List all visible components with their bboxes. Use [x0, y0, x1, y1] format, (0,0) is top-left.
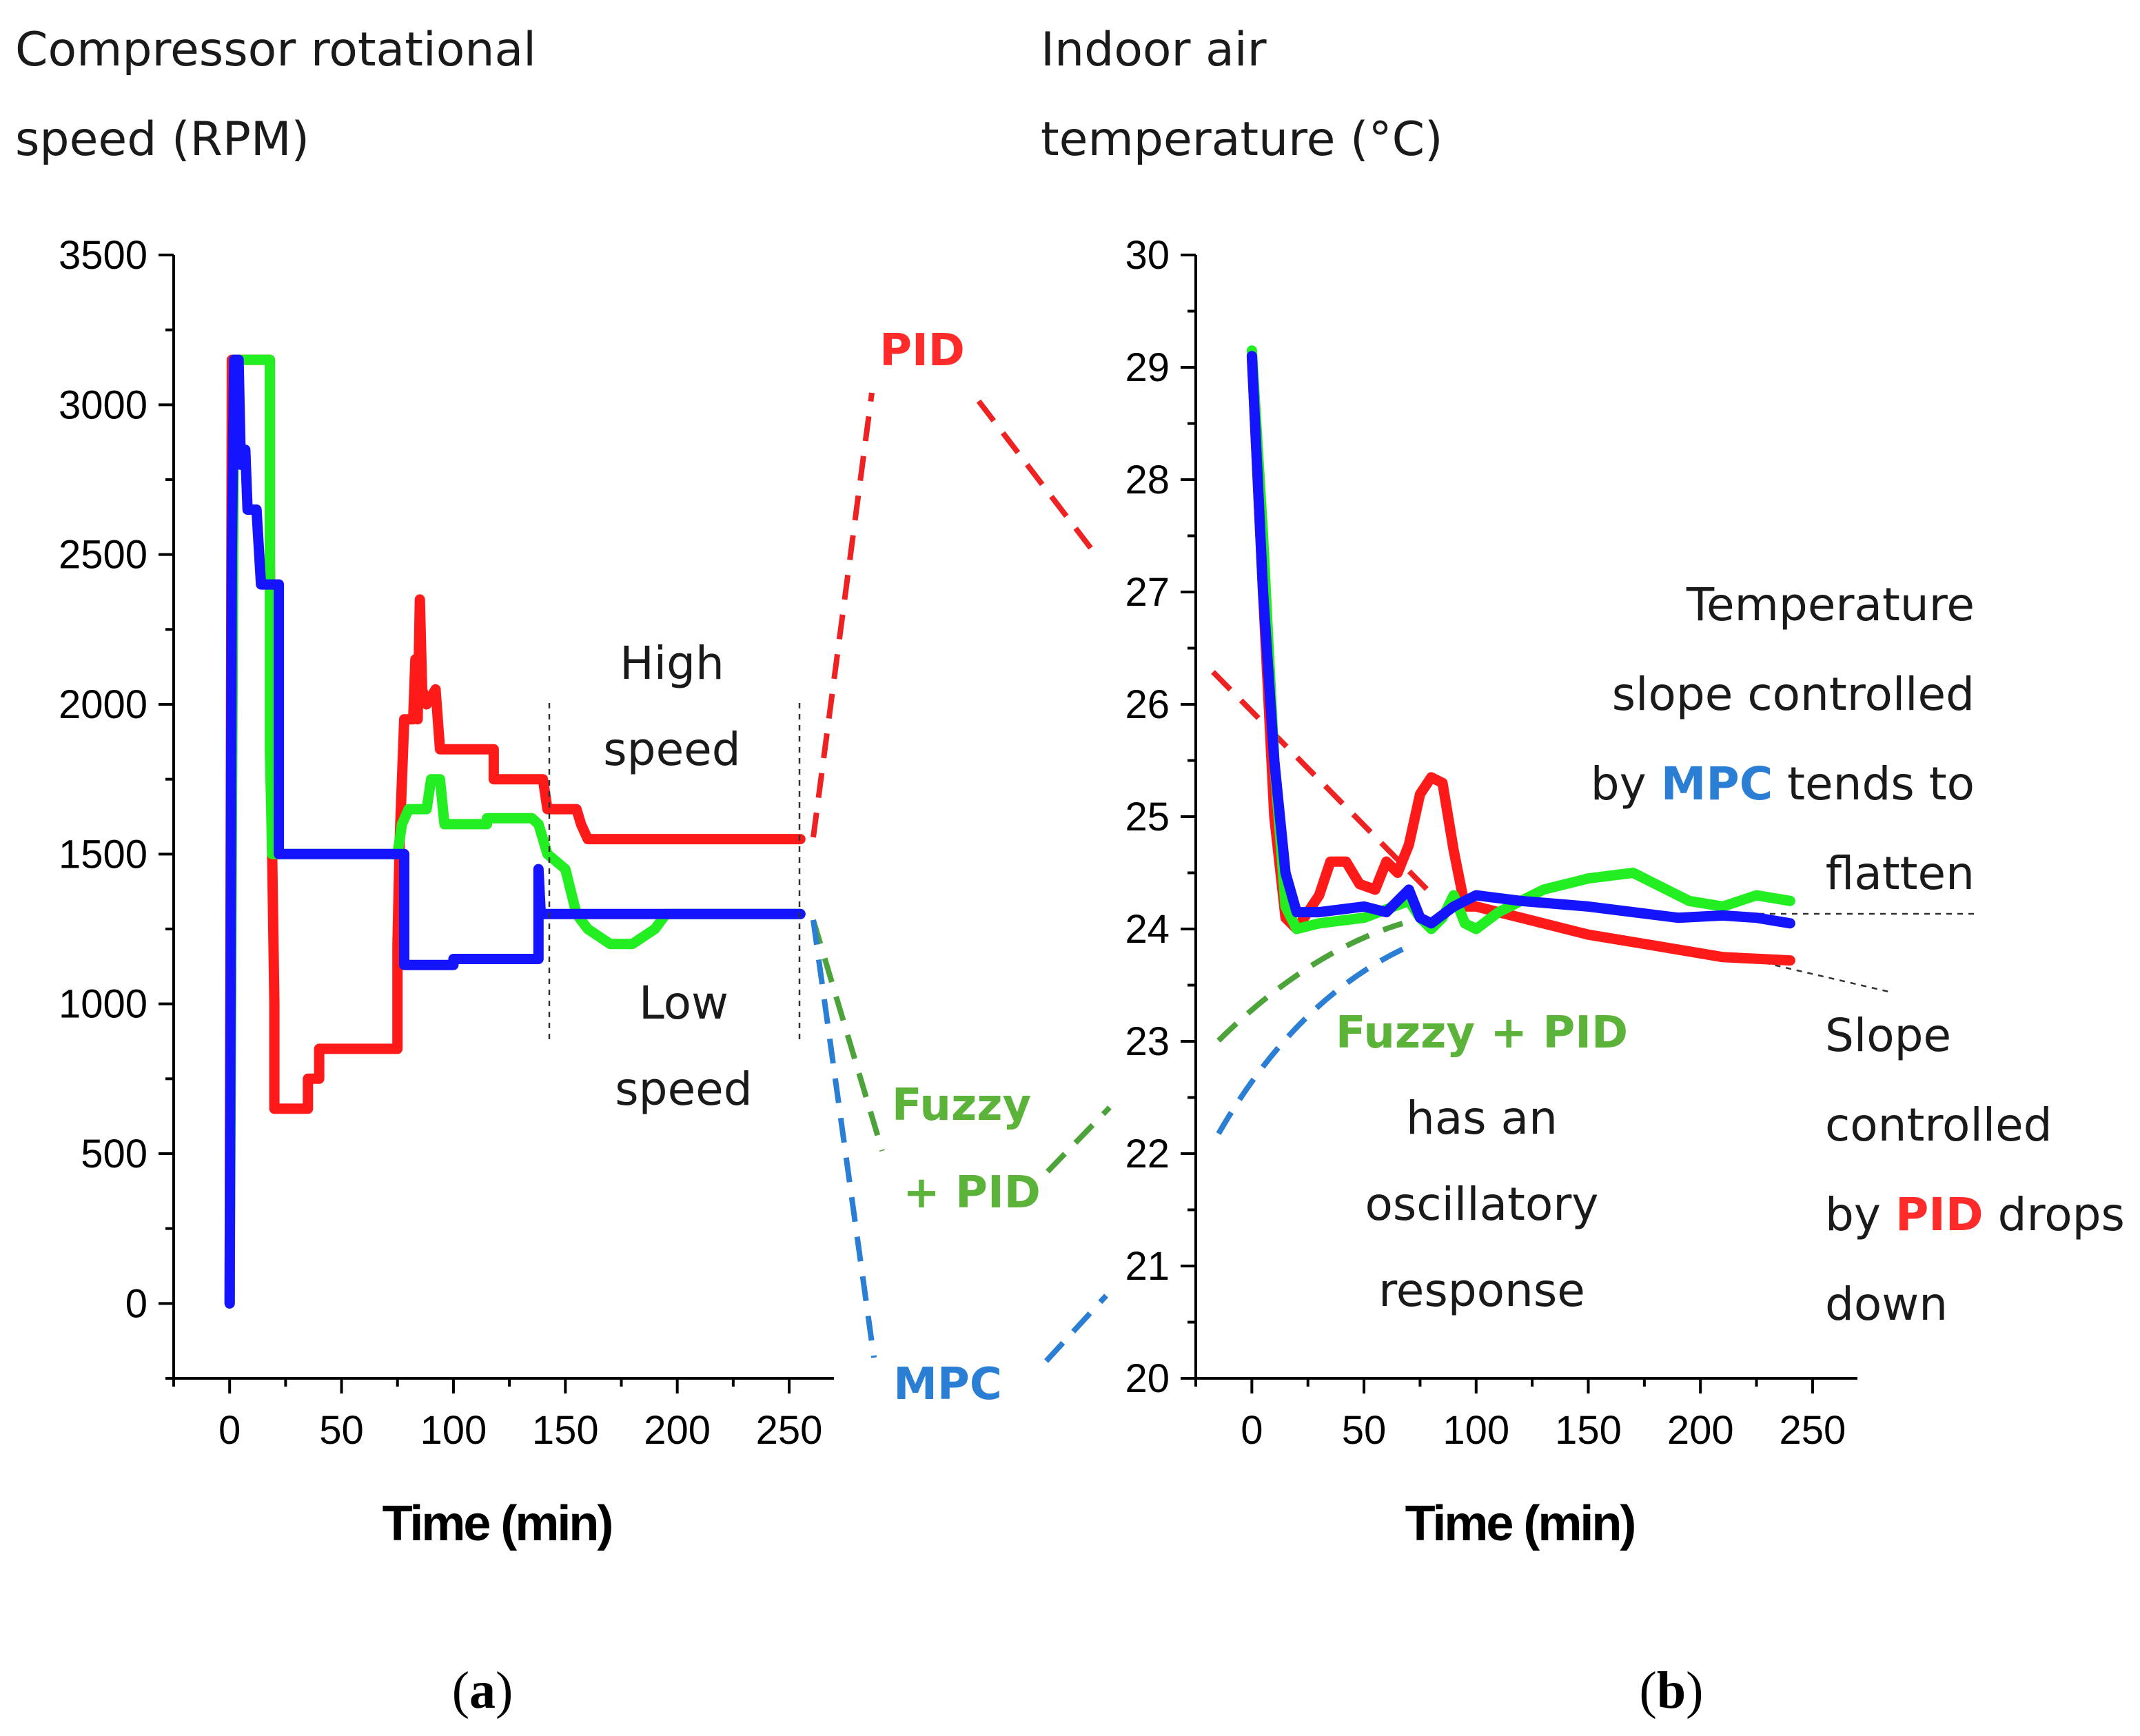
- high-speed-label-line1: High: [620, 637, 724, 690]
- low-speed-label-line2: speed: [615, 1063, 752, 1116]
- legend-fuzzy-line2: + PID: [903, 1167, 1041, 1218]
- panel-a-label: (a): [452, 1662, 513, 1719]
- high-speed-label-line2: speed: [603, 723, 740, 776]
- low-speed-label-line1: Low: [639, 977, 728, 1030]
- panel-a-series-fuzzy-pid: [224, 354, 806, 1309]
- fuzzy-connector-left: [811, 919, 885, 1152]
- panel-b-label: (b): [1640, 1662, 1704, 1719]
- panel-b-ylabel-line1: Indoor air: [1041, 23, 1267, 77]
- panel-b: Indoor air temperature (°C) 20 21 22 23 24 25…: [1041, 23, 2125, 1719]
- mpc-connector-right: [1044, 1294, 1108, 1363]
- panel-a-x-axis-title: Time (min): [383, 1496, 612, 1551]
- panel-b-y-tick-label: 25: [1125, 795, 1170, 839]
- panel-b-y-tick-label: 30: [1125, 233, 1170, 278]
- panel-b-ylabel-line2: temperature (°C): [1041, 112, 1443, 167]
- panel-b-series-fuzzy-pid: [1246, 345, 1795, 935]
- panel-b-series: [1246, 345, 1795, 966]
- panel-a-y-tick-label: 500: [81, 1132, 147, 1176]
- pid-trend-guide: [1764, 961, 1893, 994]
- mpc-note-line1: Temperature: [1686, 578, 1975, 631]
- pid-note-line4: down: [1825, 1278, 1948, 1331]
- panel-b-y-tick-label: 28: [1125, 458, 1170, 502]
- panel-b-x-tick-label: 100: [1443, 1408, 1509, 1453]
- legend-pid: PID: [879, 325, 965, 376]
- pid-note-line3: by PID drops: [1825, 1188, 2125, 1241]
- mpc-note-line2: slope controlled: [1612, 668, 1975, 721]
- pid-note-line1: Slope: [1825, 1009, 1951, 1062]
- panel-a-y-tick-label: 1500: [59, 832, 147, 877]
- panel-b-x-tick-label: 0: [1241, 1408, 1263, 1453]
- panel-b-series-mpc: [1246, 351, 1795, 929]
- panel-a-ylabel-line1: Compressor rotational: [15, 23, 536, 77]
- panel-a-x-tick-label: 50: [319, 1408, 364, 1453]
- panel-a-y-tick-label: 1000: [59, 982, 147, 1027]
- panel-a-x-tick-label: 250: [756, 1408, 823, 1453]
- panel-b-y-tick-label: 20: [1125, 1356, 1170, 1401]
- panel-b-series-pid: [1246, 351, 1795, 966]
- panel-a-series-pid: [224, 354, 806, 1309]
- panel-a-x-tick-label: 100: [420, 1408, 487, 1453]
- pid-projection: [1211, 670, 1429, 891]
- mpc-note-line3: by MPC tends to: [1591, 757, 1975, 810]
- panel-a-y-tick-label: 2500: [59, 533, 147, 578]
- panel-b-y-tick-label: 24: [1125, 907, 1170, 952]
- panel-b-y-tick-label: 22: [1125, 1132, 1170, 1176]
- mpc-note-line4: flatten: [1826, 847, 1975, 900]
- legend-fuzzy-line1: Fuzzy: [892, 1080, 1031, 1131]
- legend-mpc: MPC: [893, 1359, 1002, 1410]
- fuzzy-note-title: Fuzzy + PID: [1336, 1008, 1628, 1059]
- panel-b-y-tick-label: 27: [1125, 570, 1170, 615]
- panel-b-y-tick-label: 23: [1125, 1019, 1170, 1064]
- panel-a: Compressor rotational speed (RPM) 050010…: [15, 23, 834, 1719]
- panel-a-x-tick-label: 150: [532, 1408, 599, 1453]
- mpc-connector-left: [811, 919, 877, 1358]
- panel-b-x-tick-label: 200: [1667, 1408, 1734, 1453]
- fuzzy-note-line3: response: [1378, 1264, 1585, 1317]
- panel-b-x-tick-label: 150: [1555, 1408, 1622, 1453]
- panel-b-x-tick-label: 250: [1780, 1408, 1846, 1453]
- panel-b-y-tick-label: 21: [1125, 1244, 1170, 1289]
- legend-connectors: PID Fuzzy + PID MPC: [811, 325, 1112, 1410]
- panel-a-x-tick-label: 0: [218, 1408, 241, 1453]
- pid-connector-left: [811, 392, 875, 838]
- panel-b-axes: 20 21 22 23 24 25 26 27 28 29 30 0 50 100 150 200 250 Tim…: [1125, 233, 1857, 1551]
- fuzzy-note-line2: oscillatory: [1365, 1178, 1599, 1231]
- panel-a-y-tick-label: 0: [125, 1281, 147, 1326]
- panel-a-series: [224, 354, 806, 1309]
- panel-a-series-mpc: [224, 354, 806, 1309]
- fuzzy-connector-right: [1046, 1105, 1112, 1174]
- panel-a-axes: 0 500 1000 1500 2000 2500 3000 3500 0 50 100 150 200…: [59, 233, 834, 1551]
- panel-a-y-tick-label: 3500: [59, 233, 147, 278]
- fuzzy-note-line1: has an: [1406, 1092, 1558, 1145]
- pid-connector-right: [976, 399, 1099, 557]
- mpc-projection: [1216, 945, 1407, 1135]
- panel-a-ylabel-line2: speed (RPM): [15, 112, 309, 167]
- panel-b-y-tick-label: 29: [1125, 345, 1170, 390]
- panel-b-x-tick-label: 50: [1342, 1408, 1387, 1453]
- panel-b-y-tick-label: 26: [1125, 682, 1170, 727]
- pid-note-line2: controlled: [1825, 1099, 2052, 1152]
- panel-b-x-axis-title: Time (min): [1405, 1496, 1635, 1551]
- panel-a-y-tick-label: 2000: [59, 682, 147, 727]
- panel-a-y-tick-label: 3000: [59, 382, 147, 427]
- panel-a-x-tick-label: 200: [644, 1408, 711, 1453]
